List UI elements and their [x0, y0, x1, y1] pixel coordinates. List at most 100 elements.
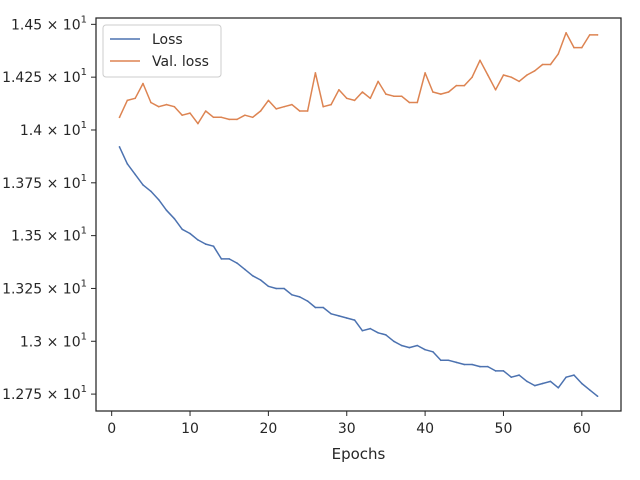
- data-point-loss: [228, 258, 230, 260]
- data-point-val-loss: [393, 95, 395, 97]
- series-line-loss: [118, 146, 599, 397]
- y-tick-label: 1.45 × 101: [11, 14, 87, 33]
- data-point-loss: [432, 351, 434, 353]
- data-point-loss: [541, 382, 544, 385]
- data-point-val-loss: [463, 84, 466, 87]
- data-point-val-loss: [228, 118, 230, 121]
- data-point-val-loss: [173, 105, 176, 108]
- data-point-val-loss: [244, 114, 246, 116]
- data-point-loss: [283, 287, 285, 290]
- data-point-loss: [236, 262, 238, 264]
- data-point-loss: [189, 232, 191, 235]
- data-point-val-loss: [432, 91, 434, 93]
- data-point-val-loss: [118, 116, 121, 119]
- data-point-loss: [338, 315, 340, 317]
- legend: Loss Val. loss: [102, 24, 222, 78]
- y-tick-label: 1.4 × 101: [20, 120, 87, 139]
- data-point-loss: [581, 382, 583, 385]
- data-point-val-loss: [220, 116, 223, 119]
- data-point-val-loss: [345, 97, 348, 100]
- legend-box: [102, 24, 222, 78]
- data-point-val-loss: [518, 80, 520, 83]
- x-axis-label: Epochs: [332, 445, 386, 463]
- x-tick-label: 0: [107, 421, 116, 437]
- data-point-loss: [345, 317, 348, 319]
- data-point-val-loss: [408, 101, 411, 104]
- data-point-loss: [197, 239, 199, 241]
- data-point-loss: [118, 146, 121, 148]
- legend-label-loss: Loss: [152, 32, 183, 48]
- data-point-val-loss: [479, 59, 481, 62]
- data-point-loss: [479, 365, 481, 368]
- data-point-val-loss: [126, 99, 129, 102]
- data-point-loss: [244, 268, 246, 271]
- data-point-val-loss: [377, 80, 379, 83]
- data-point-val-loss: [338, 89, 340, 91]
- data-point-val-loss: [424, 72, 426, 74]
- data-point-val-loss: [400, 95, 403, 97]
- data-point-val-loss: [251, 116, 254, 119]
- data-point-val-loss: [165, 103, 168, 106]
- data-point-loss: [510, 376, 513, 379]
- data-point-loss: [126, 163, 129, 165]
- data-point-val-loss: [291, 103, 293, 106]
- data-point-loss: [463, 363, 466, 366]
- data-point-loss: [291, 294, 293, 296]
- data-point-loss: [181, 228, 183, 231]
- data-point-val-loss: [330, 103, 332, 106]
- y-tick-label: 1.325 × 101: [2, 278, 87, 297]
- data-point-val-loss: [142, 82, 144, 85]
- data-point-val-loss: [189, 112, 191, 114]
- data-point-loss: [165, 209, 168, 212]
- y-tick-label: 1.275 × 101: [2, 384, 87, 403]
- data-point-val-loss: [588, 34, 591, 36]
- data-point-loss: [353, 319, 356, 321]
- data-point-val-loss: [581, 46, 583, 49]
- data-point-val-loss: [502, 74, 505, 76]
- y-tick-label: 1.35 × 101: [11, 226, 87, 245]
- data-point-val-loss: [573, 46, 575, 49]
- y-axis: 1.275 × 101 1.3 × 101 1.325 × 101 1.35 × 10…: [2, 14, 96, 403]
- data-point-val-loss: [157, 105, 160, 108]
- data-point-loss: [440, 359, 442, 362]
- data-point-loss: [471, 363, 473, 366]
- y-tick-label: 1.375 × 101: [2, 173, 87, 192]
- data-point-val-loss: [314, 72, 317, 74]
- data-point-loss: [487, 365, 489, 368]
- data-point-val-loss: [534, 70, 536, 72]
- data-point-val-loss: [283, 105, 285, 108]
- data-point-val-loss: [322, 105, 325, 108]
- data-point-loss: [400, 344, 403, 347]
- data-point-val-loss: [541, 63, 544, 66]
- data-point-val-loss: [204, 110, 207, 112]
- data-point-val-loss: [181, 114, 183, 116]
- data-point-loss: [134, 173, 136, 176]
- data-point-loss: [534, 384, 536, 387]
- data-point-loss: [142, 184, 144, 186]
- data-point-loss: [306, 300, 309, 302]
- data-point-loss: [220, 258, 223, 260]
- x-tick-label: 50: [495, 421, 513, 437]
- data-point-loss: [259, 279, 262, 281]
- data-point-loss: [455, 361, 458, 364]
- data-point-val-loss: [134, 97, 136, 100]
- x-tick-label: 20: [259, 421, 277, 437]
- data-point-val-loss: [549, 63, 552, 66]
- data-point-loss: [330, 313, 332, 315]
- data-point-val-loss: [275, 108, 278, 110]
- data-point-val-loss: [471, 76, 473, 78]
- data-point-val-loss: [526, 74, 528, 76]
- y-tick-label: 1.3 × 101: [20, 331, 87, 350]
- data-point-loss: [518, 374, 520, 376]
- y-tick-label: 1.425 × 101: [2, 67, 87, 86]
- data-point-loss: [424, 348, 426, 351]
- x-tick-label: 40: [416, 421, 434, 437]
- data-point-loss: [416, 344, 419, 347]
- data-point-loss: [565, 376, 567, 379]
- data-point-val-loss: [447, 91, 450, 93]
- series-line-val-loss: [118, 32, 599, 125]
- data-point-loss: [361, 329, 364, 332]
- data-point-val-loss: [440, 93, 442, 95]
- data-point-val-loss: [565, 32, 567, 34]
